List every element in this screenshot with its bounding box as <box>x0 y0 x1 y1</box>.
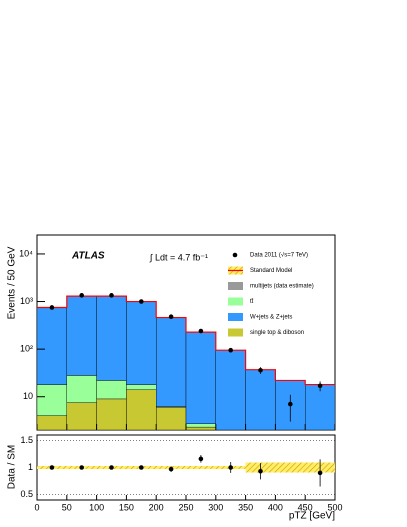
stack-bar <box>185 426 216 431</box>
x-tick-label: 150 <box>119 502 134 512</box>
legend-label: single top & diboson <box>250 330 304 336</box>
ratio-point <box>198 456 204 462</box>
sm-line <box>37 295 335 386</box>
stack-bar <box>126 301 157 385</box>
y-tick-label: 10⁴ <box>19 248 33 258</box>
x-tick-label: 450 <box>298 502 313 512</box>
experiment-label: ATLAS <box>71 251 105 262</box>
x-tick-label: 500 <box>327 502 342 512</box>
stack-bar <box>36 307 67 385</box>
x-tick-label: 100 <box>89 502 104 512</box>
stack-bar <box>126 384 157 390</box>
y-tick-label: 10³ <box>20 296 33 306</box>
legend-label: tt̄ <box>250 298 254 305</box>
ratio-point <box>49 465 55 470</box>
legend-label: W+jets & Z+jets <box>250 315 292 321</box>
stack-bar <box>155 407 187 431</box>
ratio-point <box>109 465 114 470</box>
stack-bar <box>66 402 97 431</box>
legend-label: Standard Model <box>250 268 292 274</box>
stack-bar <box>36 384 67 416</box>
x-tick-label: 50 <box>62 502 72 512</box>
ratio-tick-label: 1 <box>28 462 33 472</box>
legend-swatch <box>228 313 243 321</box>
ratio-point <box>228 465 233 470</box>
stack-bar <box>245 369 276 431</box>
x-tick-label: 350 <box>238 502 253 512</box>
x-tick-label: 300 <box>208 502 223 512</box>
x-tick-label: 200 <box>149 502 164 512</box>
data-point <box>317 383 323 389</box>
legend-swatch <box>228 297 243 306</box>
stack-bar <box>185 331 216 424</box>
x-tick-label: 0 <box>34 502 39 512</box>
lumi-label: ∫ Ldt = 4.7 fb⁻¹ <box>149 252 208 262</box>
data-point <box>228 347 233 353</box>
legend-swatch <box>228 328 243 337</box>
data-point <box>198 328 204 334</box>
stack-bar <box>96 380 127 400</box>
stack-bar <box>305 384 336 431</box>
ratio-point <box>139 465 144 470</box>
data-point <box>139 299 144 304</box>
stack-bar <box>155 317 187 407</box>
stack-bar <box>66 295 97 376</box>
legend-swatch <box>228 282 243 290</box>
data-point <box>258 367 263 373</box>
data-point <box>109 293 114 298</box>
x-tick-label: 400 <box>268 502 283 512</box>
sys-band <box>245 462 335 473</box>
legend-label: multijets (data estimate) <box>250 284 314 290</box>
ratio-point <box>317 470 323 476</box>
ratio-point <box>79 465 84 470</box>
legend-marker <box>232 252 238 258</box>
y-tick-label: 10² <box>20 344 33 354</box>
stack-bar <box>185 423 216 428</box>
legend-label: Data 2011 (√s=7 TeV) <box>250 252 308 259</box>
ratio-point <box>258 468 263 474</box>
stack-bar <box>96 398 127 431</box>
stack-bar <box>126 389 157 431</box>
ratio-point <box>168 466 174 472</box>
y-tick-label: 10 <box>23 391 33 401</box>
data-point <box>288 401 293 407</box>
data-point <box>168 314 174 320</box>
data-point <box>49 305 55 310</box>
x-tick-label: 250 <box>178 502 193 512</box>
stack-bar <box>215 349 246 431</box>
x-axis-label: pTZ [GeV] <box>289 511 335 522</box>
data-point <box>79 293 84 298</box>
y-axis-label: Events / 50 GeV <box>7 246 18 319</box>
stack-bar <box>36 415 67 431</box>
ratio-y-label: Data / SM <box>7 445 18 489</box>
stack-bar <box>66 375 97 403</box>
ratio-tick-label: 1.5 <box>20 435 33 445</box>
stack-bar <box>96 295 127 381</box>
ratio-tick-label: 0.5 <box>20 489 33 499</box>
